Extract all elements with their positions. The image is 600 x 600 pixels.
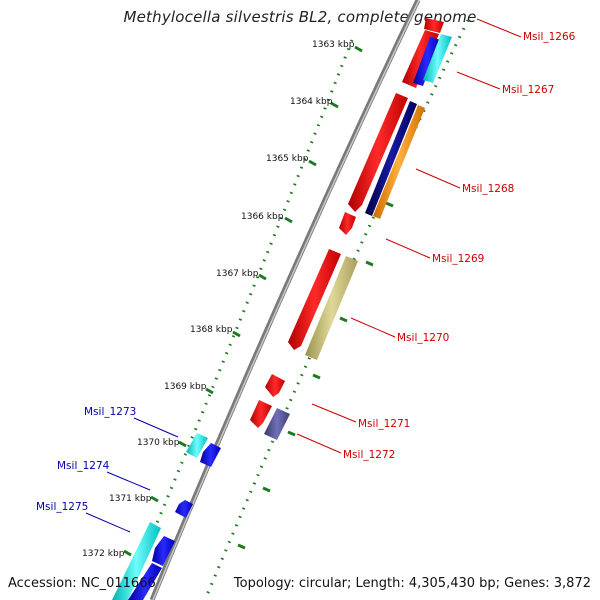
gene-msil-1275b-blue (128, 563, 162, 600)
kbp-label-1365: 1365 kbp (266, 154, 309, 164)
gene-msil-1266b (424, 18, 444, 33)
gene-msil-1272 (264, 408, 290, 440)
gene-msil-1267-cyan (423, 34, 452, 83)
gene-msil-1270-khaki (305, 256, 358, 360)
label-msil-1267: Msil_1267 (502, 84, 554, 96)
major-ticks (123, 45, 363, 557)
kbp-label-1364: 1364 kbp (290, 97, 333, 107)
label-msil-1273: Msil_1273 (84, 406, 136, 418)
label-msil-1266: Msil_1266 (523, 31, 576, 43)
reverse-strand-genes (112, 433, 221, 600)
outer-tick-track (123, 39, 354, 600)
gene-msil-1267-blue (413, 37, 441, 86)
gene-msil-1273-blue (200, 443, 221, 467)
genome-title: Methylocella silvestris BL2, complete ge… (123, 8, 477, 26)
kbp-label-1363: 1363 kbp (312, 40, 355, 50)
topology-text: Topology: circular; Length: 4,305,430 bp… (233, 576, 591, 591)
gene-msil-1269 (339, 212, 356, 235)
gene-msil-1270 (288, 249, 341, 350)
forward-strand-genes (250, 18, 452, 440)
kbp-labels: 1363 kbp 1364 kbp 1365 kbp 1366 kbp 1367… (82, 40, 355, 559)
kbp-label-1366: 1366 kbp (241, 212, 284, 222)
kbp-label-1369: 1369 kbp (164, 382, 207, 392)
kbp-label-1372: 1372 kbp (82, 549, 125, 559)
gene-msil-1275-blue (152, 536, 175, 566)
label-msil-1275: Msil_1275 (36, 501, 88, 513)
gene-msil-1274 (175, 500, 193, 518)
forward-gene-labels: Msil_1266 Msil_1267 Msil_1268 Msil_1269 … (296, 18, 576, 461)
accession-text: Accession: NC_011666 (8, 576, 156, 591)
kbp-label-1368: 1368 kbp (190, 325, 233, 335)
gene-msil-1268-navy (365, 101, 417, 216)
gene-msil-1268-orange (373, 105, 425, 219)
kbp-label-1370: 1370 kbp (137, 438, 180, 448)
gene-msil-1271b (250, 400, 272, 428)
label-msil-1270: Msil_1270 (397, 332, 449, 344)
gene-msil-1275-cyan (112, 522, 161, 600)
gene-msil-1271 (265, 374, 285, 397)
label-msil-1271: Msil_1271 (358, 418, 410, 430)
reverse-gene-labels: Msil_1273 Msil_1274 Msil_1275 (36, 406, 179, 533)
label-msil-1272: Msil_1272 (343, 449, 395, 461)
kbp-label-1371: 1371 kbp (109, 494, 152, 504)
gene-msil-1273-cyan (186, 433, 208, 458)
label-msil-1268: Msil_1268 (462, 183, 514, 195)
label-msil-1274: Msil_1274 (57, 460, 110, 472)
kbp-label-1367: 1367 kbp (216, 269, 259, 279)
gene-msil-1268 (348, 93, 408, 212)
genome-backbone (149, 0, 421, 600)
label-msil-1269: Msil_1269 (432, 253, 484, 265)
